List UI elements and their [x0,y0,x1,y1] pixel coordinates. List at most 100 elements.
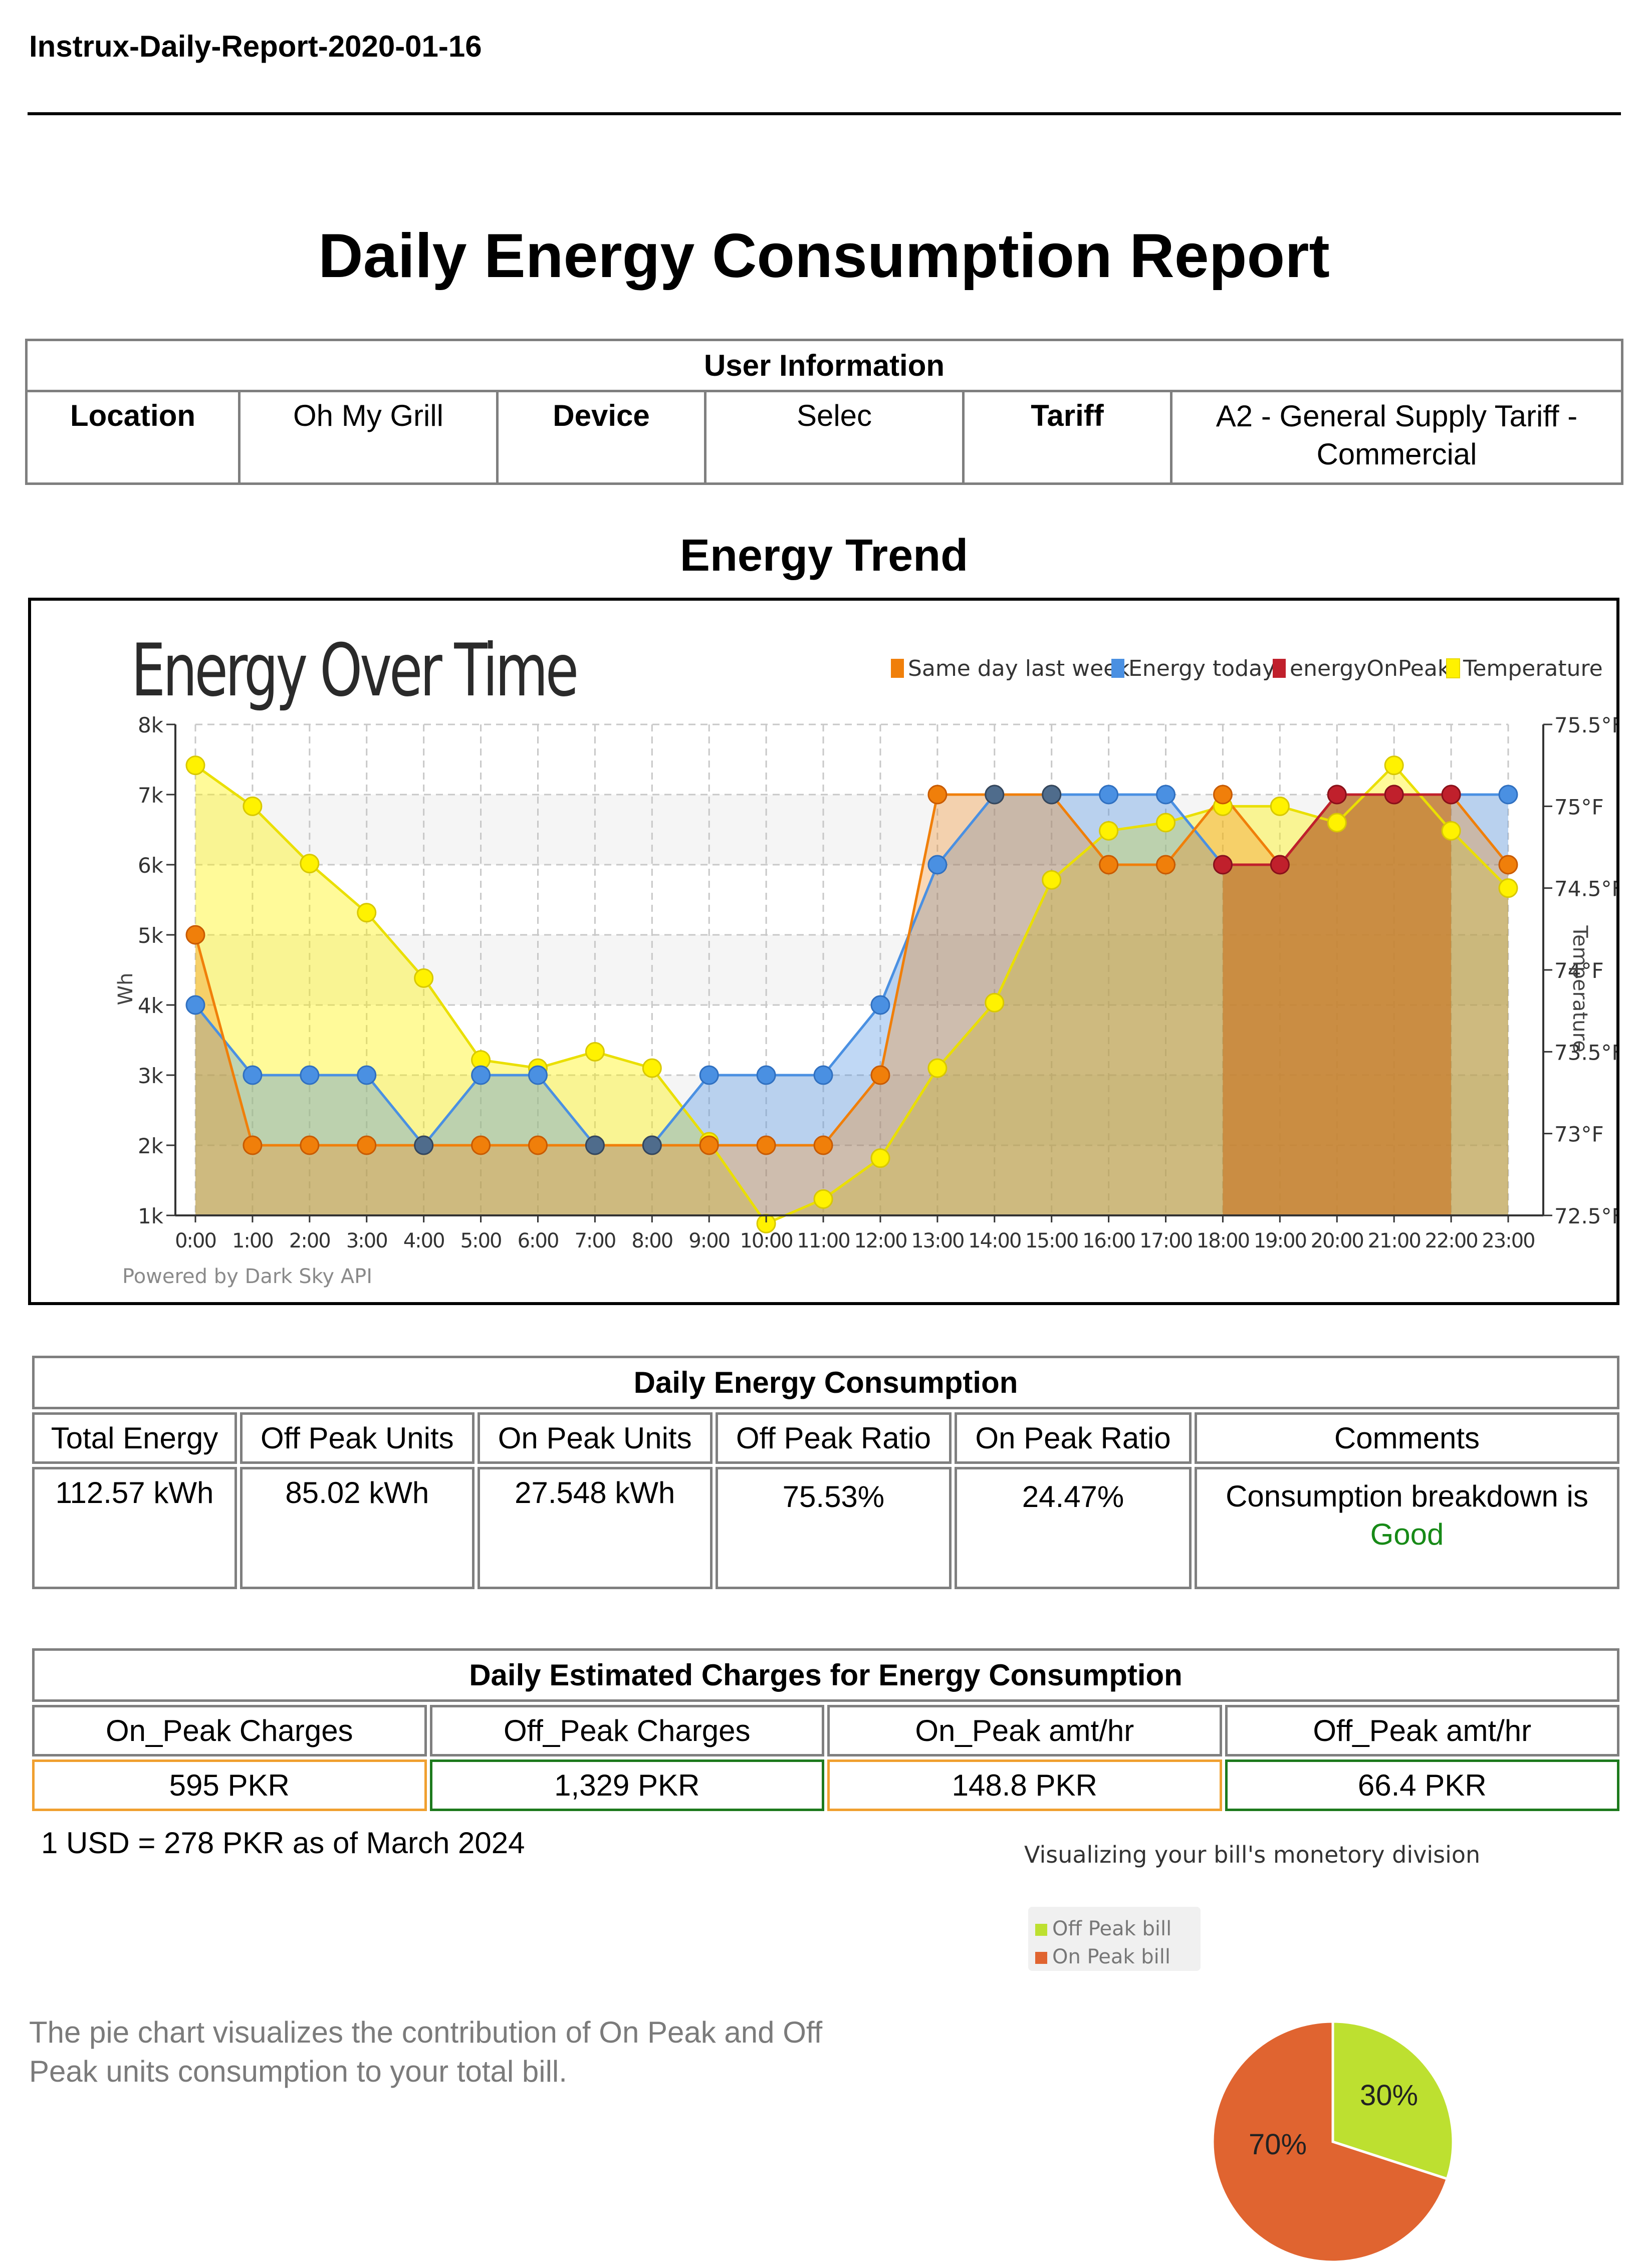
y-tick-label: 7k [138,783,164,808]
area-energy-today [195,795,1508,1215]
marker-energy-today [528,1065,548,1085]
pie-slice-off-peak [1331,2020,1455,2181]
marker-temperature [1042,870,1062,890]
marker-temperature [185,755,205,776]
col-total-energy: Total Energy [32,1412,237,1464]
col-on-peak-units: On Peak Units [477,1412,713,1464]
on-peak-units-value: 27.548 kWh [477,1467,713,1589]
col-off-peak-units: Off Peak Units [240,1412,475,1464]
comment-cell: Consumption breakdown is Good [1194,1467,1619,1589]
x-tick-label: 23:00 [1482,1229,1534,1252]
marker-temperature [1441,821,1461,841]
x-tick-label: 20:00 [1311,1229,1363,1252]
y-tick-label: 4k [138,993,164,1018]
x-tick-label: 15:00 [1025,1229,1078,1252]
marker-energy-today [471,1065,491,1085]
legend-label-temperature: Temperature [1463,656,1603,681]
marker-last-week [1498,855,1518,875]
marker-temperature [1099,821,1119,841]
marker-temperature [1384,755,1404,776]
pie-legend-off-peak: Off Peak bill [1052,1917,1171,1940]
col-on-peak-amt: On_Peak amt/hr [827,1705,1222,1756]
energy-chart-frame: 1k 2k 3k 4k 5k 6k 7k 8k 72.5°F 73°F 73.5°F 74°F 74.5… [28,598,1619,1305]
marker-on-peak [1213,855,1233,875]
marker-temperature [414,968,434,988]
marker-temperature [243,796,263,816]
legend-swatch-temperature [1446,658,1460,678]
chart-title: Energy Over Time [131,628,576,712]
marker-last-week [471,1135,491,1155]
col-off-peak-ratio: Off Peak Ratio [715,1412,952,1464]
marker-temperature [1156,813,1176,833]
marker-on-peak [1384,785,1404,805]
marker-temperature [357,903,377,923]
y-tick-label: 3k [138,1064,164,1088]
x-tick-label: 4:00 [403,1229,444,1252]
y2-tick-label: 75.5°F [1554,713,1616,737]
x-tick-label: 18:00 [1197,1229,1249,1252]
consumption-table: Daily Energy Consumption Total Energy Of… [29,1353,1622,1592]
marker-on-peak [1327,785,1347,805]
col-comments: Comments [1194,1412,1619,1464]
line-temperature [194,764,1509,1225]
marker-last-week [699,1135,719,1155]
marker-last-week [927,785,948,805]
marker-last-week [813,1135,833,1155]
on-peak-ratio-value: 24.47% [955,1467,1192,1589]
legend-label-energy-today: Energy today [1128,656,1275,681]
pie-legend-swatch-on-peak [1035,1952,1047,1964]
col-on-peak-ratio: On Peak Ratio [955,1412,1192,1464]
marker-energy-today [699,1065,719,1085]
user-info-table: User Information Location Oh My Grill De… [25,339,1623,485]
report-id: Instrux-Daily-Report-2020-01-16 [29,30,482,63]
consumption-heading: Daily Energy Consumption [32,1356,1619,1409]
charges-table: Daily Estimated Charges for Energy Consu… [29,1645,1622,1814]
marker-last-week [300,1135,320,1155]
marker-last-week [756,1135,776,1155]
marker-energy-today [1498,785,1518,805]
y-tick-label: 8k [138,713,164,737]
marker-overlap [642,1135,662,1155]
marker-energy-today [243,1065,263,1085]
col-off-peak-amt: Off_Peak amt/hr [1225,1705,1619,1756]
marker-energy-today [927,855,948,875]
comment-text: Consumption breakdown is [1226,1479,1588,1513]
off-peak-units-value: 85.02 kWh [240,1467,475,1589]
x-tick-label: 12:00 [854,1229,906,1252]
y2-tick-label: 73°F [1554,1122,1604,1147]
marker-overlap [985,785,1005,805]
area-temperature [195,765,1508,1224]
marker-temperature [870,1148,890,1168]
y2-tick-label: 74.5°F [1554,877,1616,901]
energy-over-time-chart: 1k 2k 3k 4k 5k 6k 7k 8k 72.5°F 73°F 73.5°F 74°F 74.5… [114,628,1616,1288]
y2-tick-label: 75°F [1554,795,1604,819]
marker-on-peak [1270,855,1290,875]
x-tick-label: 2:00 [289,1229,330,1252]
area-on-peak [1223,795,1452,1215]
x-tick-label: 0:00 [175,1229,216,1252]
y-tick-label: 1k [138,1204,164,1228]
user-info-heading: User Information [28,341,1621,392]
marker-last-week [1156,855,1176,875]
marker-last-week [1099,855,1119,875]
marker-temperature [813,1189,833,1209]
energy-trend-heading: Energy Trend [679,531,969,581]
pie-legend-box [1028,1907,1201,1971]
x-tick-label: 6:00 [518,1229,559,1252]
header-divider [28,112,1621,115]
marker-energy-today [185,995,205,1015]
marker-temperature [1498,878,1518,898]
pie-label-off-peak: 30% [1360,2079,1418,2112]
x-tick-label: 3:00 [346,1229,387,1252]
x-tick-label: 14:00 [968,1229,1021,1252]
bill-division-pie-chart: Visualizing your bill's monetory divisio… [1024,1841,1480,2263]
marker-energy-today [357,1065,377,1085]
location-value: Oh My Grill [241,392,499,482]
legend-swatch-energy-today [1111,659,1124,678]
col-off-peak-charges: Off_Peak Charges [429,1705,824,1756]
y2-axis-label: Temperature [1568,925,1591,1052]
on-peak-charges-value: 595 PKR [32,1759,427,1811]
legend-swatch-last-week [891,659,904,678]
legend-label-last-week: Same day last week [908,656,1130,681]
pie-slice-on-peak [1211,2020,1449,2263]
